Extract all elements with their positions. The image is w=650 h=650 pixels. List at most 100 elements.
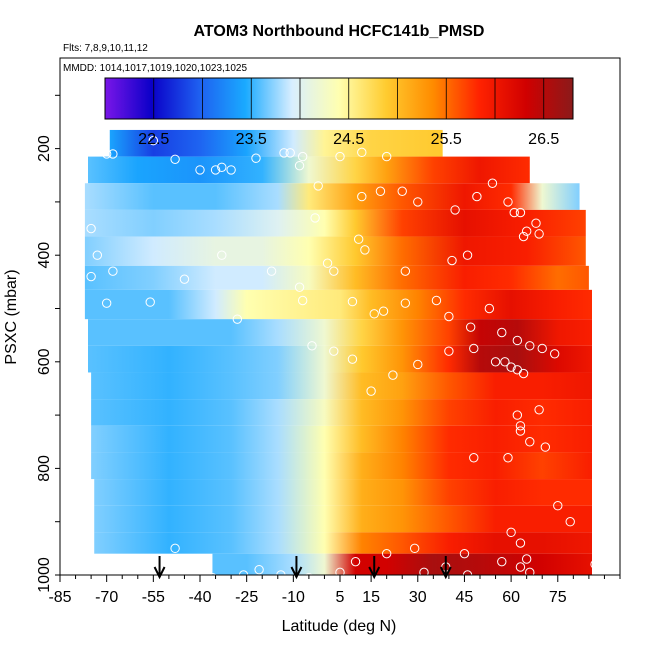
sample-point <box>593 548 603 559</box>
sample-point <box>297 151 308 162</box>
y-axis-tick-label: 600 <box>36 348 53 375</box>
sample-point <box>534 405 544 415</box>
sample-point <box>462 250 473 260</box>
sample-point <box>515 538 526 548</box>
x-axis-tick-label: -40 <box>188 589 211 606</box>
sample-point <box>329 266 339 276</box>
sample-point <box>254 564 264 575</box>
sample-point <box>413 197 423 207</box>
sample-point <box>208 572 217 575</box>
sample-point <box>307 341 317 351</box>
sample-point <box>101 149 112 159</box>
sample-point <box>431 295 442 306</box>
sample-point <box>347 354 358 364</box>
x-axis-tick-label: -25 <box>235 589 258 606</box>
sample-point <box>170 154 180 164</box>
sample-point <box>86 223 96 234</box>
sample-point <box>512 335 523 346</box>
sample-point <box>217 162 227 172</box>
sample-point <box>388 370 398 380</box>
heatmap-band <box>88 156 530 184</box>
sample-point <box>148 135 159 146</box>
sample-point <box>549 349 560 359</box>
heatmap-layer <box>84 129 592 575</box>
sample-point <box>413 359 423 370</box>
y-axis-tick-label: 400 <box>36 242 53 269</box>
sample-point <box>92 250 103 260</box>
sample-point <box>484 303 495 314</box>
x-axis-tick-label: 45 <box>456 589 474 606</box>
profile-arrow-head <box>290 566 303 580</box>
sample-point <box>515 426 526 436</box>
sample-point <box>521 226 532 236</box>
colorbar-fill <box>104 77 574 120</box>
sample-point <box>170 543 180 554</box>
sample-point <box>500 357 510 367</box>
x-axis-tick-label: -10 <box>282 589 305 606</box>
x-axis-tick-label: 15 <box>362 589 380 606</box>
sample-point <box>490 357 501 367</box>
sample-point <box>397 186 407 196</box>
sample-point <box>145 297 155 307</box>
sample-point <box>64 213 75 223</box>
sample-point <box>285 148 295 158</box>
sample-point <box>487 178 498 188</box>
x-axis-label: Latitude (deg N) <box>282 618 397 635</box>
heatmap-band <box>88 345 592 373</box>
sample-point <box>503 197 513 207</box>
x-axis-tick-label: -70 <box>95 589 118 606</box>
sample-point <box>329 346 339 356</box>
sample-point <box>599 562 610 572</box>
y-axis-tick-label: 200 <box>36 135 53 162</box>
y-axis-tick-label: 800 <box>36 455 53 482</box>
sample-point <box>525 437 535 447</box>
sample-point <box>310 213 320 223</box>
sample-point <box>294 160 305 171</box>
x-axis: -85 -70 -55 -40 -25 -10 5 15 30 45 60 75 <box>48 575 621 606</box>
sample-point <box>459 548 470 559</box>
sample-point <box>357 147 367 158</box>
sample-point <box>77 153 87 163</box>
chart-title: ATOM3 Northbound HCFC141b_PMSD <box>194 23 485 40</box>
sample-point <box>506 362 516 372</box>
heatmap-band <box>91 372 592 400</box>
sample-point <box>381 548 392 559</box>
sample-point <box>596 564 607 575</box>
sample-point <box>469 343 479 354</box>
sample-point <box>179 274 190 284</box>
sample-point <box>497 556 507 567</box>
sample-point <box>512 410 523 420</box>
sample-point <box>515 421 526 431</box>
y-axis: 200 400 600 800 1000 <box>36 94 60 593</box>
heatmap-band <box>88 319 592 346</box>
heatmap-band <box>84 236 586 266</box>
sample-point <box>294 282 305 292</box>
sample-point <box>400 298 411 308</box>
sample-point <box>108 149 118 159</box>
heatmap-band <box>91 452 592 480</box>
sample-point <box>590 559 600 570</box>
colorbar-tick-label: 24.5 <box>333 131 364 148</box>
sample-point <box>515 207 526 218</box>
x-axis-tick-label: -85 <box>48 589 71 606</box>
sample-point <box>108 266 118 276</box>
sample-point <box>521 554 532 564</box>
sample-point <box>210 165 221 175</box>
sample-point <box>444 311 454 322</box>
sample-point <box>226 165 236 175</box>
sample-point <box>357 191 367 202</box>
profile-arrow-head <box>439 566 452 580</box>
sample-point <box>534 229 544 239</box>
sample-point <box>509 207 519 218</box>
sample-point <box>251 153 261 163</box>
sample-point <box>266 266 277 276</box>
sample-point <box>77 543 87 554</box>
y-axis-label: PSXC (mbar) <box>3 269 20 364</box>
sample-point <box>350 556 361 567</box>
sample-point <box>195 165 205 175</box>
heatmap-band <box>91 399 592 426</box>
colorbar-ticks: 22.5 23.5 24.5 25.5 26.5 <box>138 131 559 148</box>
x-axis-tick-label: 75 <box>549 589 567 606</box>
sample-point <box>518 231 529 242</box>
